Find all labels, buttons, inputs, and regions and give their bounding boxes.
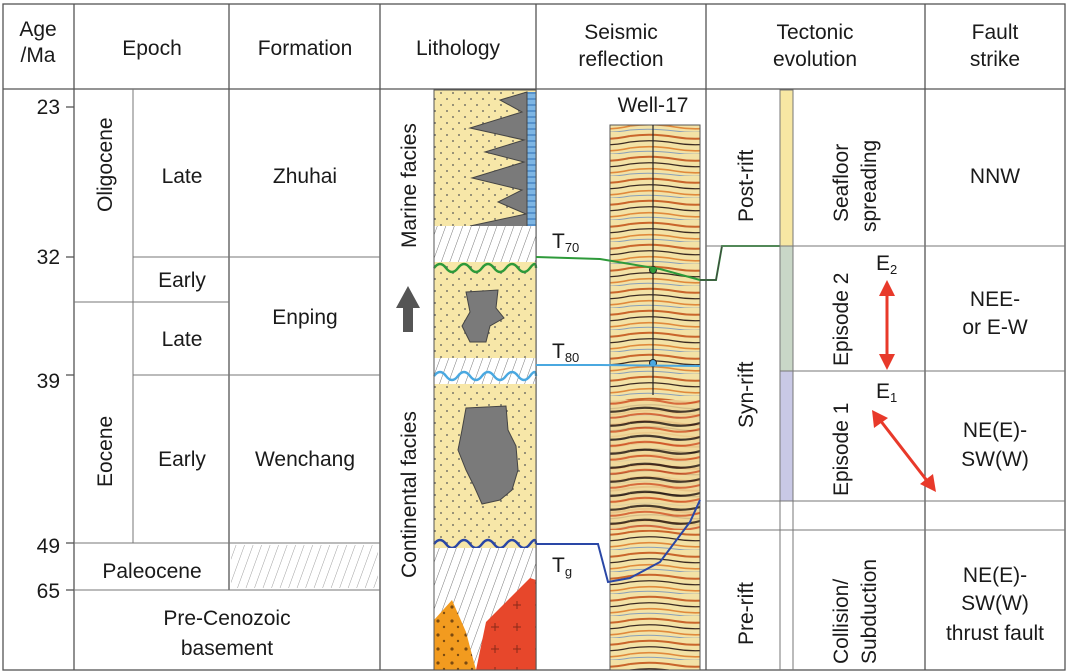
formation-wenchang: Wenchang [255, 448, 355, 471]
basement-line1: Pre-Cenozoic [163, 607, 290, 630]
episode1-color-bar [779, 370, 794, 502]
fault-episode1-line1: NE(E)- [963, 419, 1027, 442]
header-formation: Formation [258, 37, 353, 60]
event-collision-line1: Collision/ [830, 579, 853, 664]
event-collision-line2: Subduction [858, 559, 881, 664]
fault-pre-rift-line1: NE(E)- [963, 564, 1027, 587]
enping-grey-body [461, 289, 505, 343]
fault-pre-rift-line3: thrust fault [946, 622, 1044, 645]
paleocene-hatch [231, 545, 378, 588]
age-label-39: 39 [37, 370, 60, 393]
header-fault-line1: Fault [972, 21, 1019, 44]
tectonic-grid [706, 89, 1065, 670]
stage-syn-rift: Syn-rift [735, 361, 758, 428]
fault-pre-rift-line2: SW(W) [961, 592, 1029, 615]
header-age-line2: /Ma [20, 44, 55, 67]
age-label-32: 32 [37, 246, 60, 269]
formation-enping: Enping [272, 306, 337, 329]
stress-arrow-e1 [872, 410, 936, 492]
basement-red [476, 578, 536, 670]
header-seismic-line2: reflection [578, 48, 663, 71]
up-arrow-icon [396, 286, 420, 332]
event-seafloor-line1: Seafloor [830, 144, 853, 222]
tg-horizon-line [536, 499, 701, 584]
marine-blue-bar [527, 92, 536, 242]
t80-hatch-zone [434, 358, 536, 384]
header-lithology: Lithology [416, 37, 501, 60]
epoch-grid [74, 89, 380, 591]
seismic-section [609, 124, 701, 671]
header-epoch: Epoch [122, 37, 182, 60]
header-seismic-line1: Seismic [584, 21, 658, 44]
subepoch-oligocene-early: Early [158, 269, 206, 292]
episode-label-e2: E2 [876, 252, 897, 277]
lithology-column [433, 89, 538, 671]
stress-arrow-e2 [879, 280, 895, 370]
episode2-color-bar [779, 245, 794, 372]
basement-orange [434, 600, 476, 670]
t70-wave [433, 262, 538, 274]
t80-wave [433, 370, 538, 382]
age-ticks [66, 106, 74, 591]
fault-episode2-line1: NEE- [970, 288, 1020, 311]
event-episode1: Episode 1 [830, 403, 853, 496]
header-age-line1: Age [19, 18, 56, 41]
header-tectonic-line2: evolution [773, 48, 857, 71]
subepoch-eocene-late: Late [162, 328, 203, 351]
fault-episode1-line2: SW(W) [961, 448, 1029, 471]
subepoch-eocene-early: Early [158, 448, 206, 471]
formation-zhuhai: Zhuhai [273, 165, 337, 188]
stage-pre-rift: Pre-rift [735, 582, 758, 645]
epoch-eocene: Eocene [94, 416, 117, 487]
age-label-49: 49 [37, 535, 60, 558]
event-seafloor-line2: spreading [858, 140, 881, 232]
header-fault-line2: strike [970, 48, 1020, 71]
epoch-paleocene: Paleocene [102, 560, 201, 583]
marine-grey-body [468, 91, 528, 237]
horizon-t70: T70 [552, 230, 579, 255]
horizon-tg: Tg [552, 554, 572, 579]
wenchang-grey-body [457, 405, 519, 505]
stage-post-rift: Post-rift [735, 149, 758, 222]
marine-hatch-zone [434, 226, 536, 262]
t80-horizon-line [536, 364, 701, 367]
event-episode2: Episode 2 [830, 273, 853, 366]
subepoch-oligocene-late: Late [162, 165, 203, 188]
well-label: Well-17 [618, 94, 689, 117]
episode-label-e1: E1 [876, 380, 897, 405]
facies-continental: Continental facies [398, 411, 421, 578]
fault-post-rift: NNW [970, 165, 1020, 188]
fault-episode2-line2: or E-W [962, 316, 1028, 339]
age-label-23: 23 [37, 96, 60, 119]
header-tectonic-line1: Tectonic [776, 21, 853, 44]
epoch-oligocene: Oligocene [94, 117, 117, 212]
age-label-65: 65 [37, 580, 60, 603]
post-rift-color-bar [779, 89, 794, 247]
t70-connector-line [700, 245, 723, 281]
horizon-t80: T80 [552, 340, 579, 365]
facies-marine: Marine facies [398, 123, 421, 248]
basement-line2: basement [181, 637, 273, 660]
